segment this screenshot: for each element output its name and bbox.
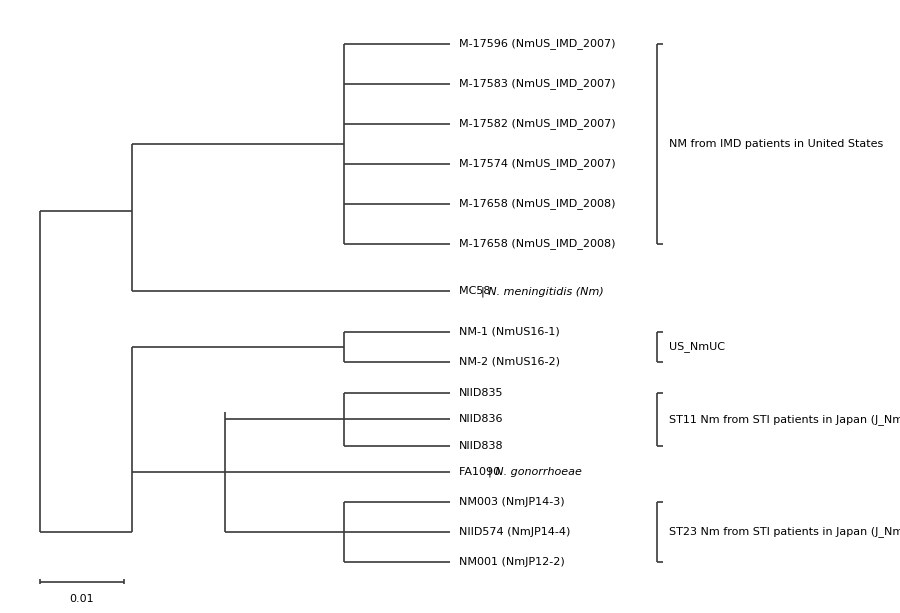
Text: US_NmUC: US_NmUC xyxy=(669,341,725,352)
Text: | N. gonorrhoeae: | N. gonorrhoeae xyxy=(488,466,581,477)
Text: NM-2 (NmUS16-2): NM-2 (NmUS16-2) xyxy=(459,357,560,367)
Text: ST23 Nm from STI patients in Japan (J_NmUC-II): ST23 Nm from STI patients in Japan (J_Nm… xyxy=(669,527,900,537)
Text: ST11 Nm from STI patients in Japan (J_NmUC): ST11 Nm from STI patients in Japan (J_Nm… xyxy=(669,414,900,425)
Text: NIID835: NIID835 xyxy=(459,387,503,398)
Text: 0.01: 0.01 xyxy=(69,595,94,604)
Text: NIID836: NIID836 xyxy=(459,414,503,424)
Text: MC58: MC58 xyxy=(459,286,494,297)
Text: NM001 (NmJP12-2): NM001 (NmJP12-2) xyxy=(459,557,564,567)
Text: M-17583 (NmUS_IMD_2007): M-17583 (NmUS_IMD_2007) xyxy=(459,78,616,89)
Text: M-17658 (NmUS_IMD_2008): M-17658 (NmUS_IMD_2008) xyxy=(459,199,616,209)
Text: NIID574 (NmJP14-4): NIID574 (NmJP14-4) xyxy=(459,527,571,537)
Text: M-17658 (NmUS_IMD_2008): M-17658 (NmUS_IMD_2008) xyxy=(459,238,616,249)
Text: M-17574 (NmUS_IMD_2007): M-17574 (NmUS_IMD_2007) xyxy=(459,158,616,169)
Text: NM-1 (NmUS16-1): NM-1 (NmUS16-1) xyxy=(459,327,560,337)
Text: NM from IMD patients in United States: NM from IMD patients in United States xyxy=(669,139,883,149)
Text: M-17596 (NmUS_IMD_2007): M-17596 (NmUS_IMD_2007) xyxy=(459,38,616,49)
Text: NM003 (NmJP14-3): NM003 (NmJP14-3) xyxy=(459,497,564,507)
Text: NIID838: NIID838 xyxy=(459,441,503,451)
Text: FA1090: FA1090 xyxy=(459,466,503,477)
Text: | N. meningitidis (Nm): | N. meningitidis (Nm) xyxy=(482,286,604,297)
Text: M-17582 (NmUS_IMD_2007): M-17582 (NmUS_IMD_2007) xyxy=(459,118,616,129)
